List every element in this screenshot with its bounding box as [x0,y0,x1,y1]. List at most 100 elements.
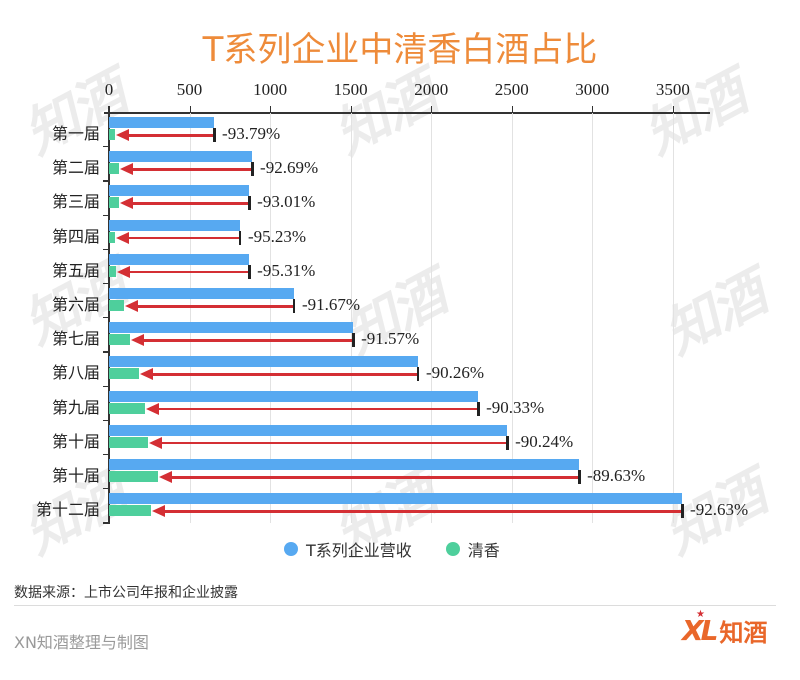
revenue-bar [109,356,418,368]
qingxiang-bar [109,402,145,414]
divider [14,605,776,606]
arrow-left-icon [140,368,154,381]
revenue-bar [109,322,354,334]
qingxiang-bar [109,300,125,311]
percent-change-label: -93.01% [257,192,316,212]
category-label: 第一届 [51,124,100,143]
x-tick-label: 2500 [494,80,529,99]
gridline [592,113,594,523]
revenue-bar [109,288,294,299]
category-label: 第十届 [51,431,100,451]
logo: ★ XL 知酒 [682,609,768,648]
arrow-end-cap [238,230,242,245]
qingxiang-bar [109,265,116,277]
arrow-line [169,476,580,479]
arrow-line [130,202,250,205]
category-label: 第五届 [51,260,100,280]
arrow-line [151,373,418,376]
legend-item-revenue[interactable]: T系列企业营收 [284,537,412,561]
qingxiang-bar [109,334,130,346]
chart-title: T系列企业中清香白酒占比 [202,30,598,70]
legend-label: 清香 [467,541,500,560]
y-tick [103,419,109,421]
x-tick-label: 500 [176,80,203,99]
qingxiang-bar [109,129,116,140]
y-tick [103,283,109,285]
legend-label: T系列企业营收 [306,541,412,560]
percent-change-label: -91.57% [361,329,420,349]
y-tick [103,454,109,456]
revenue-bar [109,390,479,402]
gridline [431,113,433,523]
credit-text: XN知酒整理与制图 [14,633,149,652]
percent-change-label: -92.63% [690,500,749,520]
x-tick [592,106,594,113]
x-tick-label: 1500 [333,80,368,99]
percent-change-label: -95.31% [257,260,316,280]
data-source: 数据来源：上市公司年报和企业披露 [14,585,238,601]
revenue-bar [109,117,215,128]
gridline [270,113,272,523]
bar-chart: 0 500 1000 1500 2000 2500 3000 3500 第一届 -93.79% 第二… [35,80,749,524]
percent-change-label: -90.24% [515,431,574,451]
arrow-end-cap [292,299,296,313]
revenue-bar [109,219,240,231]
category-label: 第六届 [51,295,100,314]
gridline [672,113,674,523]
percent-change-label: -89.63% [587,466,646,485]
x-axis [104,112,710,114]
y-tick [103,180,109,182]
x-tick [109,106,111,113]
percent-change-label: -91.67% [301,295,361,314]
circle-icon [445,542,460,556]
revenue-bar [109,459,580,470]
revenue-bar [109,424,508,436]
arrow-end-cap [352,333,355,348]
revenue-bar [109,493,683,505]
percent-change-label: -90.33% [486,397,545,417]
category-label: 第十届 [51,466,100,485]
percent-change-label: -90.26% [425,363,485,383]
qingxiang-bar [109,436,148,448]
arrow-end-cap [506,435,509,450]
arrow-left-icon [148,436,162,449]
arrow-left-icon [152,505,166,518]
y-axis [108,106,110,524]
arrow-left-icon [130,334,144,347]
legend-item-qingxiang[interactable]: 清香 [445,537,500,561]
category-label: 第四届 [51,226,100,246]
gridline [511,113,513,523]
category-label: 第二届 [51,158,100,178]
arrow-end-cap [251,162,254,177]
y-tick [103,488,109,490]
arrow-line [127,236,240,240]
revenue-bar [109,185,250,197]
arrow-line [127,270,250,274]
category-label: 第八届 [51,363,100,383]
y-tick [103,214,109,216]
arrow-left-icon [120,163,134,176]
y-tick [103,248,109,250]
arrow-line [156,407,479,411]
category-label: 第十二届 [35,500,100,520]
y-tick [103,351,109,353]
arrow-end-cap [477,401,480,416]
percent-change-label: -92.69% [260,158,319,178]
percent-change-label: -95.23% [247,226,307,246]
arrow-left-icon [158,471,172,483]
arrow-line [127,134,215,137]
arrow-line [163,510,683,513]
qingxiang-bar [109,231,116,243]
category-label: 第九届 [51,397,100,417]
x-tick-label: 2000 [414,80,449,99]
gridline [189,113,191,523]
x-tick [350,106,352,113]
arrow-line [136,305,294,308]
x-tick [431,106,433,113]
arrow-left-icon [116,231,130,244]
qingxiang-bar [109,368,140,380]
percent-change-label: -93.79% [222,124,281,143]
category-label: 第三届 [51,192,100,212]
x-tick-label: 0 [104,80,114,99]
logo-text: 知酒 [719,619,768,647]
